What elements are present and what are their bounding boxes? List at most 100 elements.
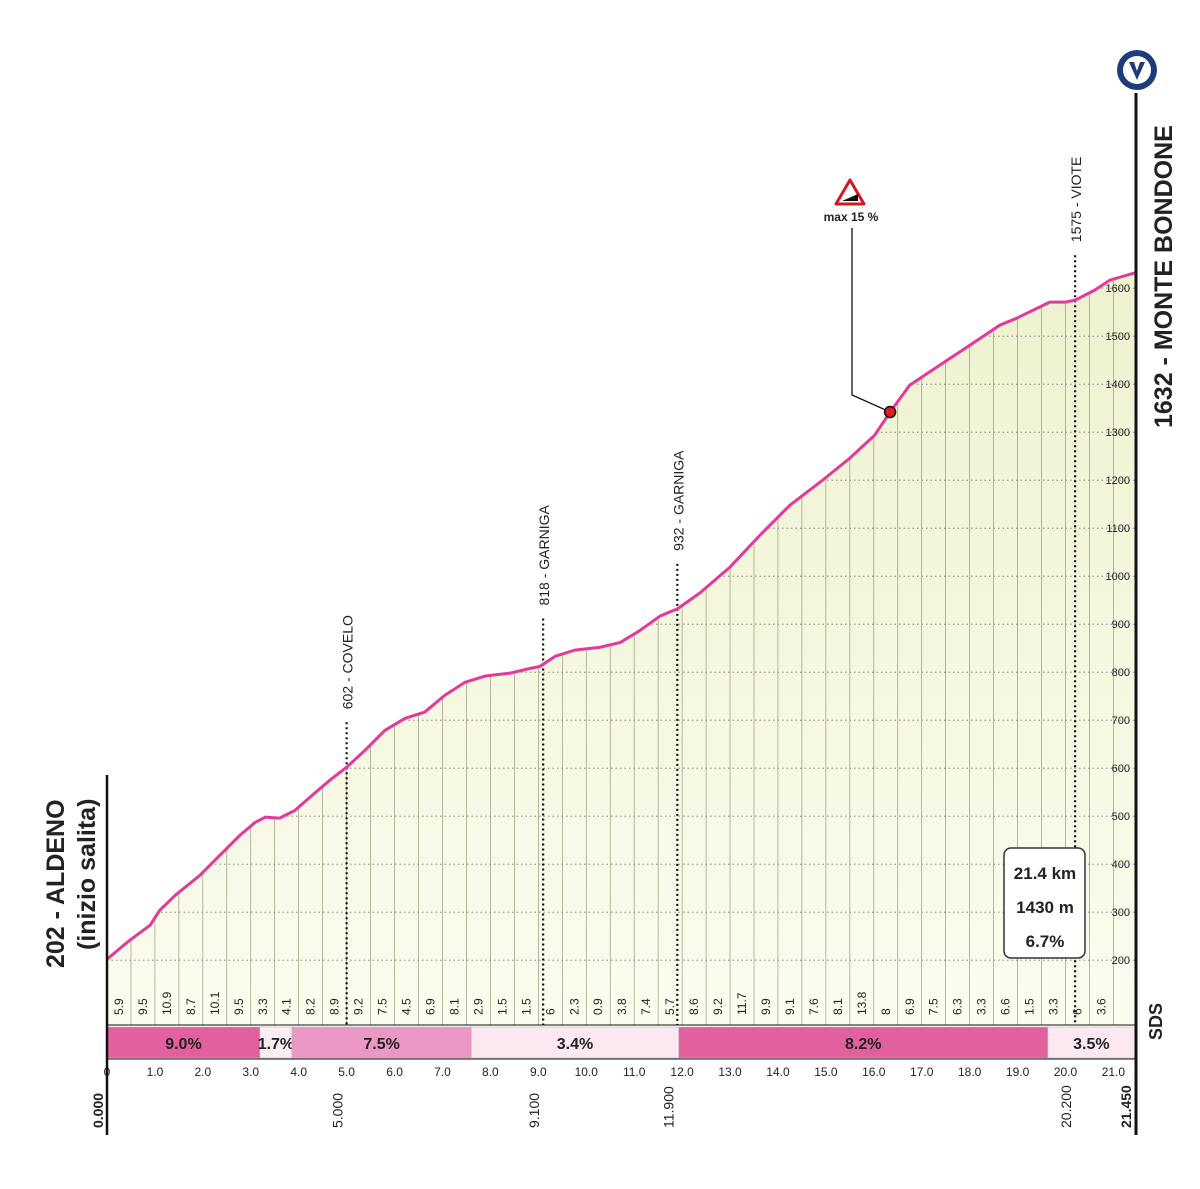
section-label: 1.7%: [258, 1036, 294, 1053]
section-label: 9.0%: [165, 1036, 201, 1053]
finish-label: 1632 - MONTE BONDONE: [1150, 125, 1178, 428]
segment-gradient: 11.7: [735, 992, 749, 1015]
segment-gradient: 7.5: [376, 998, 390, 1015]
y-tick-label: 1300: [1106, 427, 1130, 439]
x-tick-label: 21.0: [1102, 1065, 1126, 1079]
segment-gradient: 6.6: [999, 998, 1013, 1015]
km-marker-label: 11.900: [660, 1086, 676, 1128]
segment-gradient: 9.9: [759, 998, 773, 1015]
x-tick-label: 14.0: [766, 1065, 790, 1079]
segment-gradient: 3.3: [1047, 998, 1061, 1015]
x-tick-label: 6.0: [386, 1065, 403, 1079]
section-label: 3.5%: [1073, 1036, 1109, 1053]
start-label: 202 - ALDENO: [42, 799, 70, 968]
x-tick-label: 7.0: [434, 1065, 451, 1079]
gradient-section: [470, 1026, 680, 1059]
segment-gradient: 8.6: [687, 998, 701, 1015]
y-tick-label: 700: [1112, 715, 1130, 727]
max-point: [883, 405, 897, 419]
stats-text: 21.4 km: [1014, 864, 1076, 883]
segment-gradient: 8.7: [184, 998, 198, 1015]
x-tick-label: 3.0: [242, 1065, 259, 1079]
x-tick-label: 16.0: [862, 1065, 886, 1079]
x-tick-label: 13.0: [718, 1065, 742, 1079]
segment-gradient: 2.9: [471, 998, 485, 1015]
stats-text: 6.7%: [1026, 932, 1065, 951]
segment-gradient: 5.7: [663, 998, 677, 1015]
x-tick-label: 1.0: [147, 1065, 164, 1079]
segment-gradient: 6: [543, 1008, 557, 1015]
segment-gradient: 8.2: [304, 998, 318, 1015]
gradient-section: [106, 1026, 261, 1059]
start-note: (inizio salita): [73, 799, 101, 950]
y-tick-label: 1400: [1106, 379, 1130, 391]
x-tick-label: 11.0: [623, 1065, 646, 1079]
waypoint-label: 932 - GARNIGA: [670, 450, 686, 551]
segment-gradient: 4.5: [400, 998, 414, 1015]
km-marker-label: 21.450: [1118, 1085, 1134, 1128]
y-tick-label: 200: [1112, 955, 1130, 967]
segment-gradient: 10.1: [208, 991, 222, 1015]
segment-gradient: 9.2: [711, 998, 725, 1015]
stats-text: 1430 m: [1016, 898, 1074, 917]
x-tick-label: 18.0: [958, 1065, 982, 1079]
segment-gradient: 8.1: [447, 998, 461, 1015]
segment-gradient: 2.3: [567, 998, 581, 1015]
km-marker-label: 0.000: [90, 1093, 106, 1128]
y-tick-label: 1100: [1106, 523, 1130, 535]
segment-gradient: 1.5: [1023, 998, 1037, 1015]
x-tick-label: 9.0: [530, 1065, 547, 1079]
segment-gradient: 6.9: [423, 998, 437, 1015]
x-tick-label: 8.0: [482, 1065, 499, 1079]
x-tick-label: 12.0: [670, 1065, 694, 1079]
segment-gradient: 0.9: [591, 998, 605, 1015]
y-tick-label: 1500: [1106, 331, 1130, 343]
segment-gradient: 9.1: [783, 998, 797, 1015]
km-marker-label: 20.200: [1058, 1085, 1074, 1128]
gradient-section: [1047, 1026, 1136, 1059]
y-tick-label: 1600: [1106, 283, 1130, 295]
segment-gradient: 6: [1070, 1008, 1084, 1015]
max-icon-fill: [842, 194, 858, 201]
x-tick-label: 4.0: [290, 1065, 307, 1079]
y-tick-label: 300: [1112, 907, 1130, 919]
max-pointer: [851, 228, 891, 413]
elevation-line: [106, 271, 1136, 961]
segment-gradient: 8.1: [831, 998, 845, 1015]
x-tick-label: 15.0: [814, 1065, 838, 1079]
segment-gradient: 10.9: [160, 991, 174, 1015]
segment-gradient: 8.9: [328, 998, 342, 1015]
segment-gradient: 3.8: [615, 998, 629, 1015]
profile-area: [107, 272, 1135, 1026]
logo: SDS: [1146, 1003, 1166, 1040]
gradient-section: [259, 1026, 293, 1059]
y-tick-label: 800: [1112, 667, 1130, 679]
segment-gradient: 7.6: [807, 998, 821, 1015]
segment-gradient: 4.1: [280, 998, 294, 1015]
stats-box: [1003, 847, 1086, 959]
gradient-section: [291, 1026, 472, 1059]
finish-icon: [1117, 50, 1157, 90]
km-marker-label: 5.000: [330, 1093, 346, 1128]
y-tick-label: 1000: [1106, 571, 1130, 583]
max-label: max 15 %: [824, 210, 879, 224]
segment-gradient: 3.3: [975, 998, 989, 1015]
x-tick-label: 19.0: [1006, 1065, 1030, 1079]
segment-gradient: 8: [879, 1008, 893, 1015]
segment-gradient: 7.4: [639, 998, 653, 1015]
segment-gradient: 7.5: [927, 998, 941, 1015]
y-tick-label: 1200: [1106, 475, 1130, 487]
x-tick-label: 5.0: [338, 1065, 355, 1079]
y-tick-label: 400: [1112, 859, 1130, 871]
section-label: 8.2%: [845, 1036, 881, 1053]
section-label: 7.5%: [363, 1036, 399, 1053]
x-tick-label: 20.0: [1054, 1065, 1078, 1079]
x-tick-label: 2.0: [195, 1065, 212, 1079]
segment-gradient: 6.3: [951, 998, 965, 1015]
segment-gradient: 5.9: [112, 998, 126, 1015]
y-tick-label: 500: [1112, 811, 1130, 823]
segment-gradient: 13.8: [855, 991, 869, 1015]
y-tick-label: 600: [1112, 763, 1130, 775]
segment-gradient: 9.5: [232, 998, 246, 1015]
